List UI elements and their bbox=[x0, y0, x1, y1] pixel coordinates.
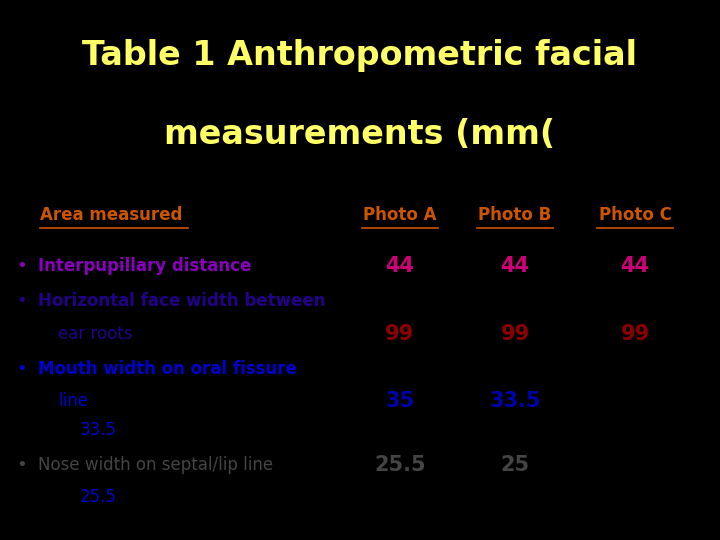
Text: 33.5: 33.5 bbox=[80, 421, 117, 440]
Text: 25.5: 25.5 bbox=[80, 488, 117, 506]
Text: 35: 35 bbox=[385, 390, 415, 410]
Text: Photo A: Photo A bbox=[364, 206, 437, 225]
Text: 44: 44 bbox=[500, 256, 529, 276]
Text: 99: 99 bbox=[621, 324, 649, 344]
Text: •: • bbox=[17, 257, 27, 275]
Text: Photo C: Photo C bbox=[598, 206, 672, 225]
Text: 99: 99 bbox=[500, 324, 530, 344]
Text: Mouth width on oral fissure: Mouth width on oral fissure bbox=[38, 360, 297, 378]
Text: 33.5: 33.5 bbox=[490, 390, 541, 410]
Text: •: • bbox=[17, 292, 27, 310]
Text: Nose width on septal/lip line: Nose width on septal/lip line bbox=[38, 456, 273, 474]
Text: 99: 99 bbox=[385, 324, 415, 344]
Text: Table 1 Anthropometric facial: Table 1 Anthropometric facial bbox=[83, 39, 637, 72]
Text: •: • bbox=[17, 456, 27, 474]
Text: Photo B: Photo B bbox=[478, 206, 552, 225]
Text: line: line bbox=[58, 392, 88, 409]
Text: •: • bbox=[17, 360, 27, 378]
Text: 44: 44 bbox=[385, 256, 415, 276]
Text: 44: 44 bbox=[621, 256, 649, 276]
Text: 25.5: 25.5 bbox=[374, 455, 426, 475]
Text: 25: 25 bbox=[500, 455, 530, 475]
Text: Horizontal face width between: Horizontal face width between bbox=[38, 292, 325, 310]
Text: ear roots: ear roots bbox=[58, 325, 132, 343]
Text: Area measured: Area measured bbox=[40, 206, 182, 225]
Text: measurements (mm(: measurements (mm( bbox=[164, 118, 556, 151]
Text: Interpupillary distance: Interpupillary distance bbox=[38, 257, 251, 275]
